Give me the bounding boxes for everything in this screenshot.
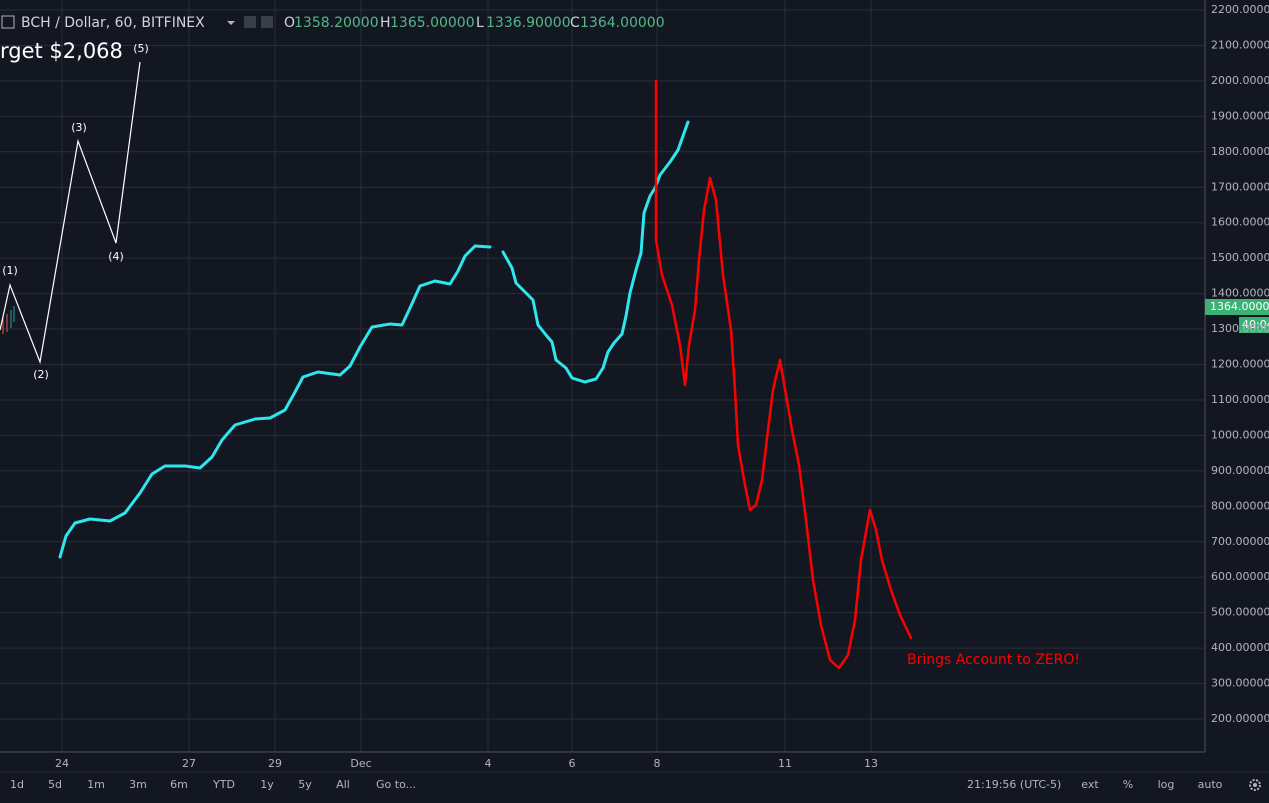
y-tick-label: 600.00000 [1211, 570, 1269, 583]
y-tick-label: 200.00000 [1211, 712, 1269, 725]
y-tick-label: 1800.00000 [1211, 145, 1269, 158]
close-icon[interactable] [261, 16, 273, 28]
option-button[interactable]: ext [1081, 778, 1099, 791]
y-tick-label: 1600.00000 [1211, 216, 1269, 229]
bottom-toolbar [0, 772, 1269, 799]
option-button[interactable]: log [1158, 778, 1175, 791]
wave-label: (3) [71, 121, 87, 134]
wave-label: (5) [133, 42, 149, 55]
y-tick-label: 2200.00000 [1211, 3, 1269, 16]
ohlc-value: 1358.20000 [294, 15, 379, 31]
ohlc-label: H [380, 15, 391, 31]
ohlc-label: C [570, 15, 580, 31]
range-button[interactable]: 1y [260, 778, 274, 791]
countdown: 40:04 [1242, 318, 1269, 331]
y-tick-label: 700.00000 [1211, 535, 1269, 548]
wave-labels: (1) (2) (3) (4) (5) [2, 42, 149, 381]
ohlc-value: 1365.00000 [390, 15, 475, 31]
y-tick-label: 800.00000 [1211, 499, 1269, 512]
option-button[interactable]: % [1123, 778, 1133, 791]
y-tick-label: 1000.00000 [1211, 428, 1269, 441]
range-button[interactable]: All [336, 778, 350, 791]
candles [2, 306, 15, 334]
target-label: rget $2,068 [0, 39, 123, 63]
range-button[interactable]: 1d [10, 778, 24, 791]
y-tick-label: 900.00000 [1211, 464, 1269, 477]
ohlc-value: 1336.90000 [486, 15, 571, 31]
y-tick-label: 1900.00000 [1211, 109, 1269, 122]
x-tick-label: 27 [182, 757, 196, 770]
x-tick-label: 13 [864, 757, 878, 770]
range-button[interactable]: 5y [298, 778, 312, 791]
note: Brings Account to ZERO! [907, 652, 1080, 668]
range-button[interactable]: 3m [129, 778, 147, 791]
elliott-wave [0, 61, 141, 365]
settings-icon[interactable] [244, 16, 256, 28]
ohlc-value: 1364.00000 [580, 15, 665, 31]
price-tag: 1364.00000 [1210, 300, 1269, 313]
x-tick-label: Dec [350, 757, 371, 770]
y-tick-label: 2000.00000 [1211, 74, 1269, 87]
cyan-drawing [58, 244, 492, 559]
x-tick-label: 4 [485, 757, 492, 770]
countdown-bg [1239, 317, 1269, 333]
option-button[interactable]: auto [1198, 778, 1223, 791]
x-tick-label: 6 [569, 757, 576, 770]
wave-label: (4) [108, 250, 124, 263]
y-tick-label: 1700.00000 [1211, 180, 1269, 193]
goto-button[interactable]: Go to... [376, 778, 416, 791]
grid [0, 0, 1205, 752]
clock: 21:19:56 (UTC-5) [967, 778, 1061, 791]
ohlc-label: O [284, 15, 295, 31]
y-tick-label: 1200.00000 [1211, 358, 1269, 371]
price-tag-bg [1205, 299, 1269, 315]
symbol-menu[interactable] [227, 21, 235, 25]
range-button[interactable]: 6m [170, 778, 188, 791]
y-tick-label: 2100.00000 [1211, 38, 1269, 51]
ohlc-label: L [476, 15, 484, 31]
y-tick-label: 1500.00000 [1211, 251, 1269, 264]
y-tick-label: 1100.00000 [1211, 393, 1269, 406]
y-tick-label: 1300.00000 [1211, 322, 1269, 335]
y-tick-label: 1400.00000 [1211, 287, 1269, 300]
cyan-drawing [501, 120, 690, 384]
y-tick-label: 300.00000 [1211, 677, 1269, 690]
x-tick-label: 8 [654, 757, 661, 770]
x-tick-label: 24 [55, 757, 69, 770]
y-tick-label: 500.00000 [1211, 606, 1269, 619]
range-button[interactable]: 1m [87, 778, 105, 791]
x-tick-label: 29 [268, 757, 282, 770]
wave-label: (1) [2, 264, 18, 277]
y-tick-label: 400.00000 [1211, 641, 1269, 654]
wave-label: (2) [33, 368, 49, 381]
x-tick-label: 11 [778, 757, 792, 770]
settings-gear[interactable] [1249, 779, 1261, 791]
range-button[interactable]: YTD [212, 778, 235, 791]
red-drawing [654, 176, 913, 670]
range-button[interactable]: 5d [48, 778, 62, 791]
collapse-button[interactable] [1, 15, 15, 29]
toolbar: 1d 5d 1m 3m 6m YTD 1y 5y All Go to... ext% log auto [10, 778, 1223, 791]
symbol: BCH / Dollar, 60, BITFINEX [21, 15, 205, 31]
